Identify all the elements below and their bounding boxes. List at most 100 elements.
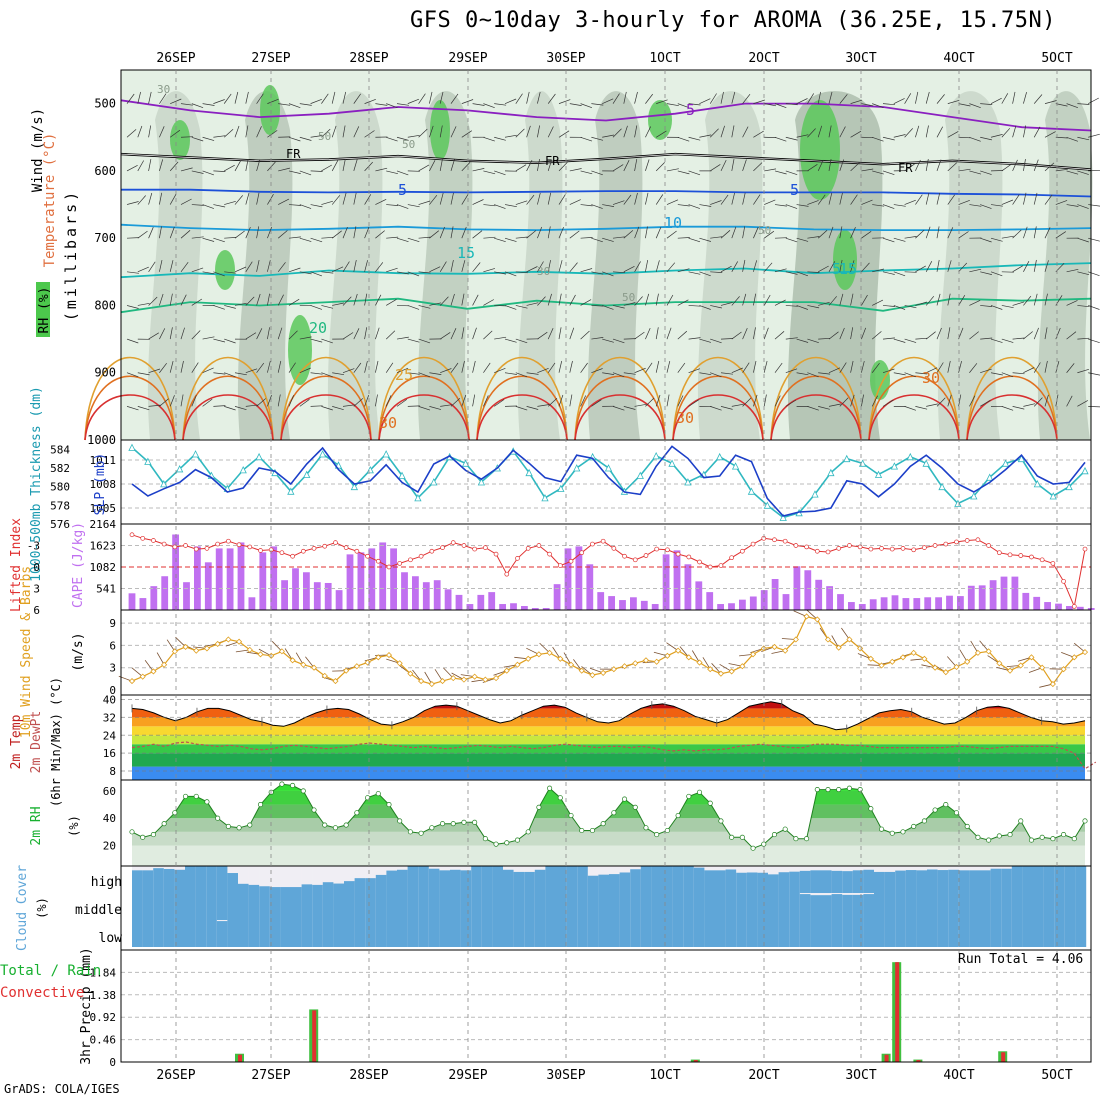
lifted-index-point xyxy=(632,557,638,563)
cloud-cell xyxy=(662,893,673,920)
wind-barb xyxy=(126,237,140,239)
rh-point xyxy=(1039,834,1045,840)
cloud-cell xyxy=(640,866,652,893)
cloud-cell xyxy=(715,920,726,947)
precip-tick-label: 1.84 xyxy=(90,966,117,979)
cloud-cell xyxy=(513,893,525,920)
wind-barb xyxy=(591,170,603,176)
wind-barb xyxy=(224,406,236,411)
wind-barb xyxy=(202,336,215,340)
cape-bar xyxy=(324,582,332,610)
cape-bar xyxy=(826,586,833,610)
wind-barb xyxy=(731,159,735,171)
wind-speed-line xyxy=(131,615,1086,686)
wind-barb xyxy=(353,328,360,340)
wind-barb xyxy=(850,360,854,373)
cloud-cell xyxy=(556,893,567,920)
wind-barb xyxy=(137,266,149,273)
cloud-cell xyxy=(397,893,408,920)
wind-barb xyxy=(764,103,777,107)
wind-barb xyxy=(494,237,506,243)
wind-barb xyxy=(871,331,882,340)
cape-bar xyxy=(183,582,190,610)
wind-barb xyxy=(461,226,467,239)
wind-barb xyxy=(580,268,593,273)
cape-bar xyxy=(335,590,343,610)
wind-speed-point xyxy=(567,661,575,668)
wind-barb xyxy=(645,327,651,340)
rh-point xyxy=(300,788,306,794)
thickness-point xyxy=(191,450,200,458)
cloud-cell xyxy=(216,866,228,893)
thickness-point xyxy=(938,482,946,491)
wind-barb xyxy=(245,125,249,138)
wind-barb xyxy=(655,226,662,239)
cloud-cell xyxy=(492,920,504,947)
precip-convective-legend: Convective xyxy=(0,985,84,1001)
cape-bar xyxy=(869,599,877,610)
cloud-cell xyxy=(990,893,1002,920)
wind-speed-point xyxy=(685,654,692,661)
isotherm-label: 20 xyxy=(309,319,327,337)
wind-barb xyxy=(364,327,368,340)
wind-barb xyxy=(407,271,420,277)
rh-point xyxy=(150,832,156,838)
cape-bar xyxy=(771,579,779,610)
rh-point xyxy=(375,791,381,797)
thickness-point xyxy=(398,471,406,479)
isotherm-warm xyxy=(574,375,666,441)
wind-barb xyxy=(126,372,139,378)
wind-barb xyxy=(623,91,627,104)
wind-barbs xyxy=(126,91,1100,411)
wind-barb xyxy=(461,99,474,104)
cape-bar xyxy=(989,580,997,610)
surface-wind-barb xyxy=(831,635,840,648)
wind-barb xyxy=(169,161,179,172)
wind-barb xyxy=(396,103,409,106)
wind-barb xyxy=(472,294,479,306)
wind-barb xyxy=(353,226,357,239)
rh-point xyxy=(418,830,424,836)
cloud-cell xyxy=(895,920,906,947)
rh-band xyxy=(132,818,1085,832)
cloud-cell xyxy=(990,868,1002,893)
wind-barb xyxy=(969,103,981,109)
cape-bar xyxy=(1076,606,1084,610)
wind-barb xyxy=(1066,268,1079,273)
wind-barb xyxy=(310,372,323,375)
cape-bar xyxy=(521,606,528,610)
wind-barb xyxy=(893,338,906,343)
wind-barb xyxy=(785,136,798,141)
wind-barb xyxy=(796,372,809,376)
thickness-point xyxy=(255,452,263,461)
wind-speed-point xyxy=(407,670,414,677)
wind-barb xyxy=(191,103,204,109)
rh-high-area xyxy=(260,85,280,135)
thickness-point xyxy=(287,487,295,495)
wind-barb xyxy=(612,406,625,411)
cloud-cell xyxy=(651,893,663,920)
wind-barb xyxy=(364,98,376,104)
wind-barb xyxy=(537,331,548,340)
wind-barb xyxy=(915,125,920,138)
wind-barb xyxy=(450,293,455,306)
cape-bar xyxy=(619,600,626,610)
wind-barb xyxy=(731,296,740,306)
isotherm-warm xyxy=(378,375,470,441)
wind-barb xyxy=(807,305,820,309)
wind-speed-point xyxy=(557,655,564,662)
wind-barb xyxy=(224,338,236,344)
precip-convective-bar xyxy=(312,1010,317,1062)
wind-barb xyxy=(1012,229,1022,239)
cape-bar xyxy=(379,542,387,610)
surface-wind-barb xyxy=(581,666,593,676)
rh-point xyxy=(439,821,446,827)
cloud-cell xyxy=(937,870,949,893)
cape-bar xyxy=(717,604,724,610)
wind-barb xyxy=(785,368,798,374)
wind-barb xyxy=(386,204,399,206)
cloud-cell xyxy=(1022,920,1034,947)
wind-barb xyxy=(1066,363,1075,373)
wind-barb xyxy=(980,204,992,209)
lifted-index-point xyxy=(718,563,724,568)
